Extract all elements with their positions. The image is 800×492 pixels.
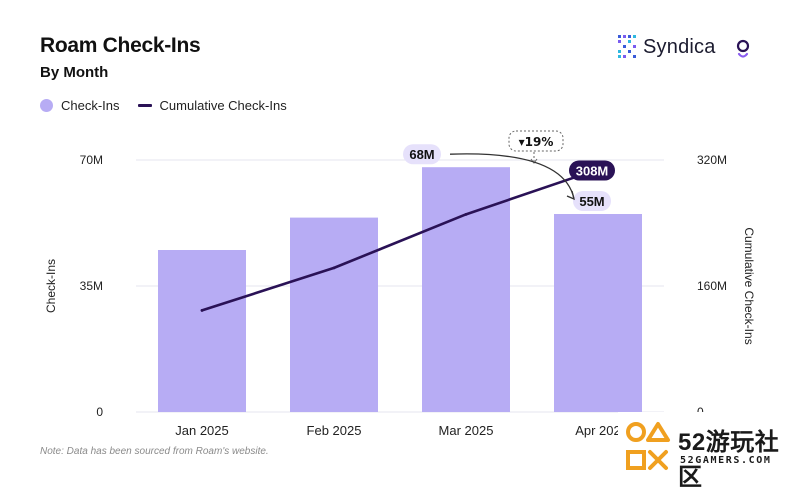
data-label-apr-bg xyxy=(573,191,611,211)
legend-line-label: Cumulative Check-Ins xyxy=(159,98,287,113)
watermark: 52游玩社区 52GAMERS.COM xyxy=(618,412,800,491)
change-arrow xyxy=(449,153,575,200)
legend-line-swatch xyxy=(137,104,152,107)
data-label-apr: 55M xyxy=(579,194,604,209)
data-label-mar: 68M xyxy=(409,147,434,162)
x-tick-label: Apr 202 xyxy=(575,423,621,438)
source-note: Note: Data has been sourced from Roam's … xyxy=(40,446,269,457)
data-label-mar-bg xyxy=(403,144,441,165)
y-tick-label-left: 70M xyxy=(80,153,103,167)
bar xyxy=(422,167,510,412)
line-point xyxy=(200,309,204,312)
change-annotation-label: ▾19% xyxy=(519,135,554,149)
bar xyxy=(158,250,246,412)
location-pin-icon xyxy=(736,39,750,58)
y-tick-label-right: 160M xyxy=(697,279,727,293)
cumulative-line xyxy=(200,168,600,312)
change-arrow-head xyxy=(566,190,575,201)
y-axis-title-right: Cumulative Check-Ins xyxy=(742,227,756,344)
x-tick-label: Jan 2025 xyxy=(175,423,229,438)
watermark-url: 52GAMERS.COM xyxy=(680,455,772,466)
y-tick-label-left: 0 xyxy=(96,405,103,419)
bar xyxy=(554,214,642,412)
legend-bar-label: Check-Ins xyxy=(61,98,120,113)
x-tick-label: Feb 2025 xyxy=(307,423,362,438)
change-annotation-tick-head xyxy=(530,158,538,164)
bar xyxy=(290,217,378,412)
data-label-cumulative: 308M xyxy=(576,163,609,178)
chart-subtitle: By Month xyxy=(40,64,109,81)
brand-logo: Syndica xyxy=(617,34,716,60)
y-tick-label-right: 320M xyxy=(697,153,727,167)
line-point xyxy=(464,212,468,216)
y-axis-title-left: Check-Ins xyxy=(44,259,58,313)
legend-bar-swatch xyxy=(40,99,53,112)
line-point xyxy=(332,266,336,270)
data-label-cumulative-bg xyxy=(569,160,615,181)
chart-title: Roam Check-Ins xyxy=(40,34,201,57)
syndica-logo-icon xyxy=(618,35,636,58)
change-annotation-box xyxy=(508,130,564,152)
y-tick-label-left: 35M xyxy=(80,279,103,293)
x-tick-label: Mar 2025 xyxy=(439,423,494,438)
brand-name: Syndica xyxy=(643,35,716,58)
chart-legend: Check-Ins Cumulative Check-Ins xyxy=(40,98,287,113)
watermark-logo-icon xyxy=(626,422,670,470)
